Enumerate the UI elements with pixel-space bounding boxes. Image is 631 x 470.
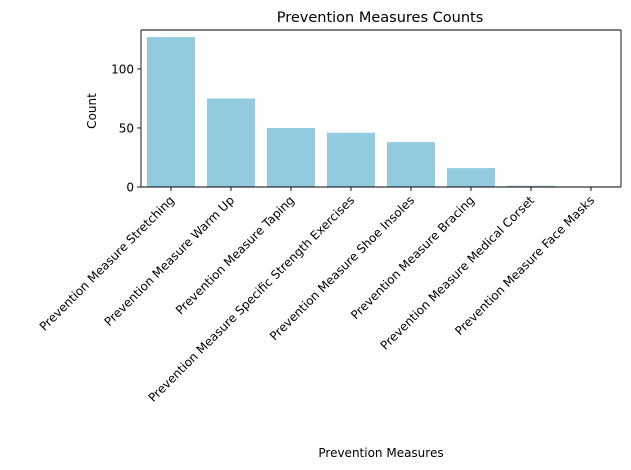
x-tick-label: Prevention Measure Bracing [348, 193, 477, 322]
x-axis-label: Prevention Measures [318, 446, 443, 460]
x-tick-label: Prevention Measure Warm Up [101, 193, 237, 329]
bar [387, 142, 435, 187]
bar [327, 132, 375, 187]
bar [507, 185, 555, 187]
x-tick-label: Prevention Measure Specific Strength Exe… [146, 193, 358, 405]
bar [147, 37, 195, 187]
x-tick-label: Prevention Measure Taping [173, 193, 297, 317]
bar [207, 98, 255, 187]
y-axis-label: Count [85, 93, 99, 129]
bar [267, 127, 315, 187]
y-tick-label: 50 [119, 121, 134, 135]
bar [447, 168, 495, 187]
chart-title: Prevention Measures Counts [277, 10, 484, 26]
y-tick-label: 100 [111, 62, 134, 76]
y-tick-label: 0 [126, 181, 134, 195]
